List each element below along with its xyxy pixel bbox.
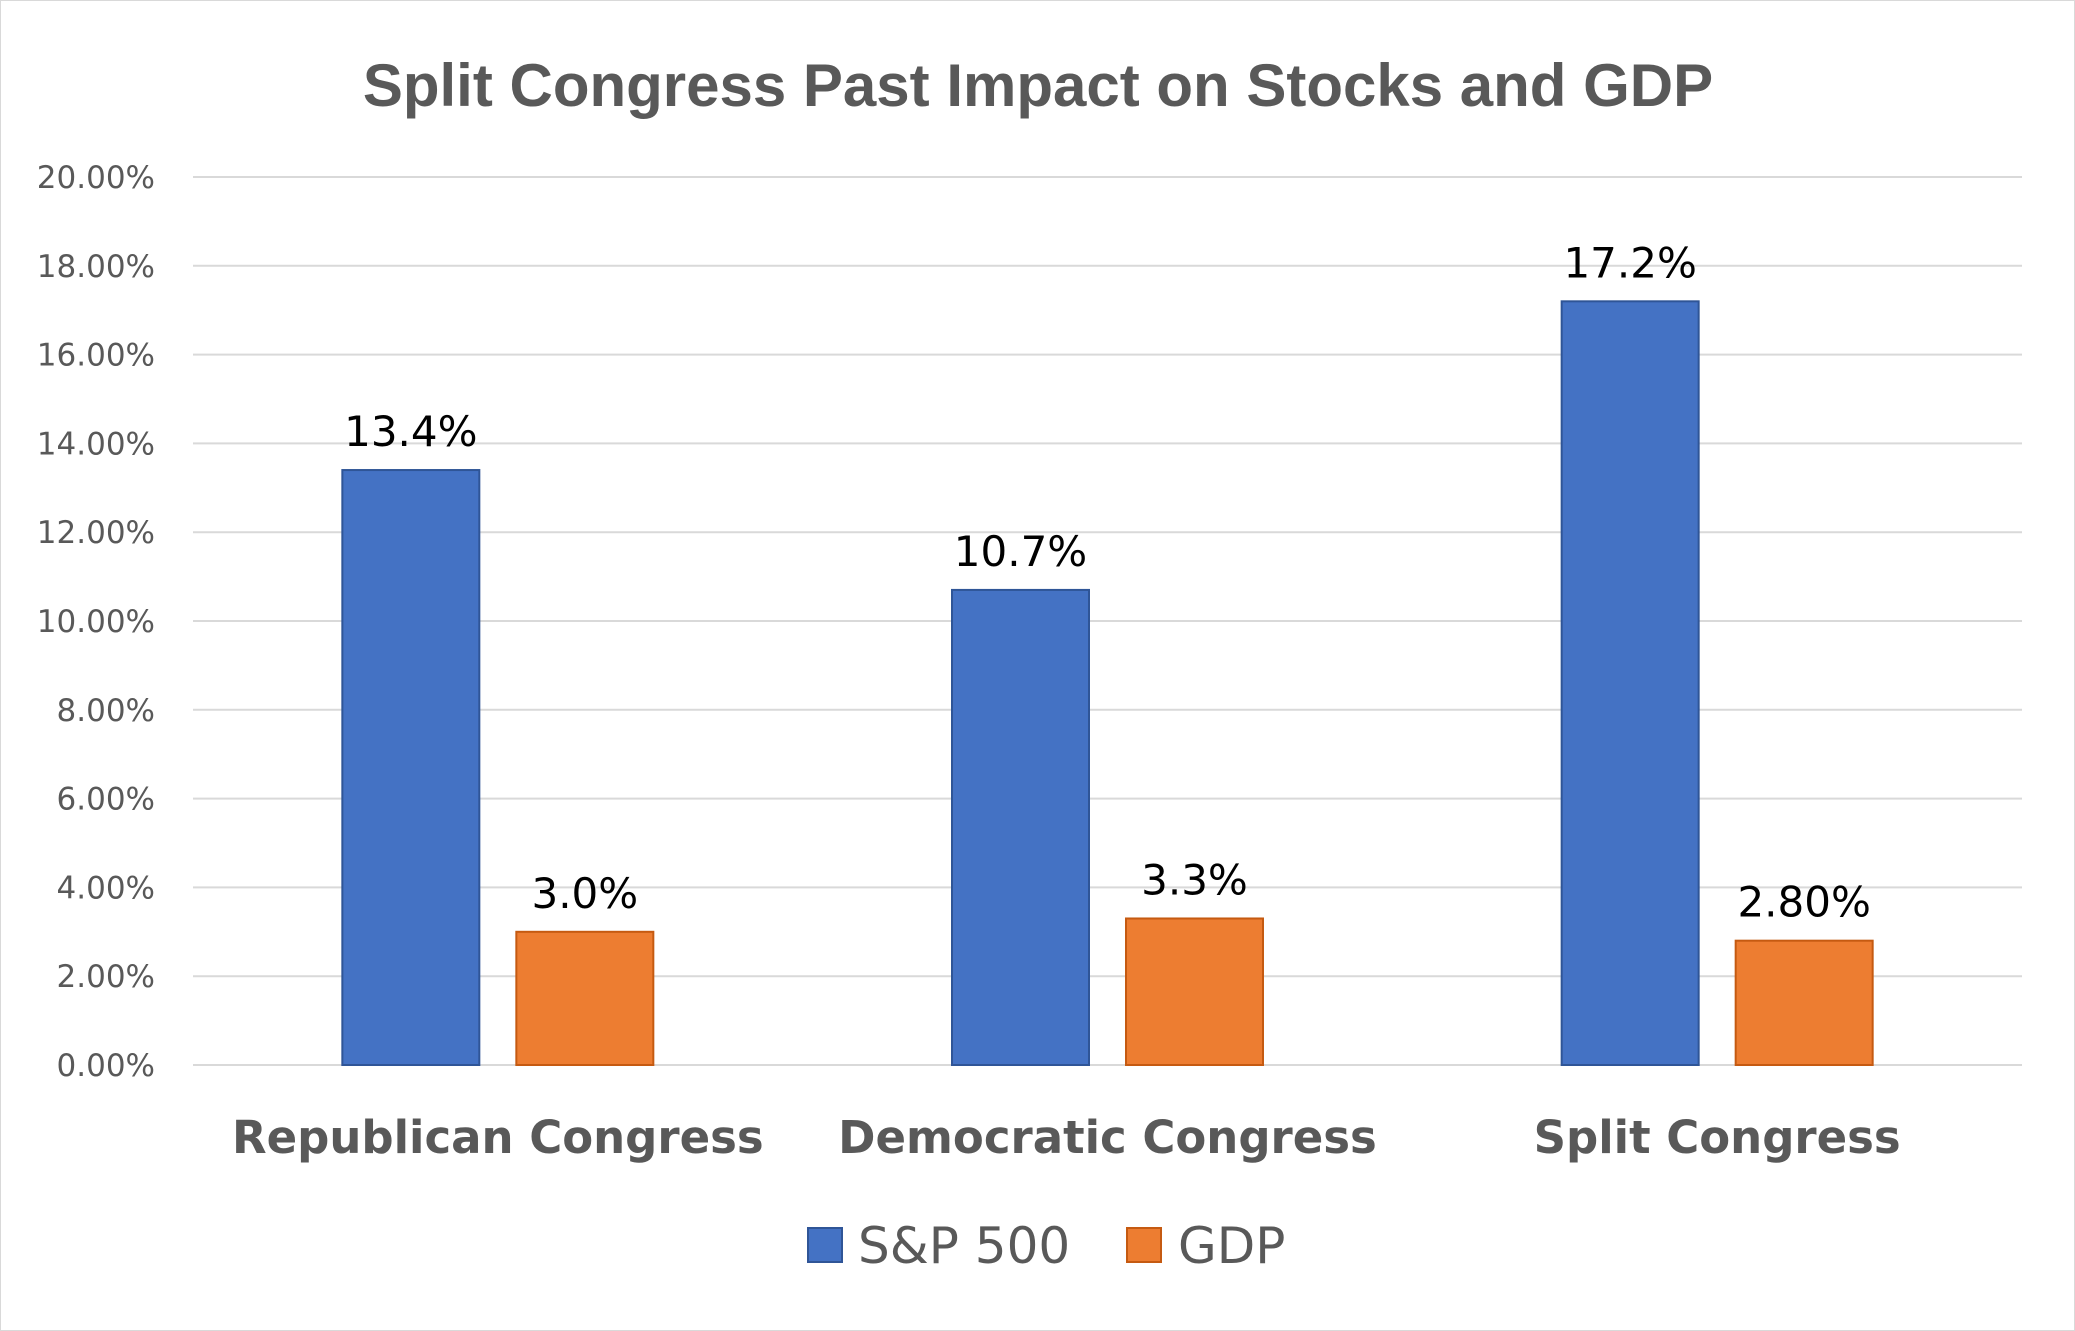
data-label: 3.0%	[531, 869, 638, 918]
grid-lines	[193, 176, 2022, 1066]
data-label: 17.2%	[1563, 238, 1696, 287]
y-tick-label: 6.00%	[57, 782, 155, 818]
y-tick-label: 10.00%	[37, 604, 155, 640]
y-tick-label: 12.00%	[37, 515, 155, 551]
x-axis-categories: Republican Congress Democratic Congress Sp…	[232, 1111, 1901, 1164]
data-label: 3.3%	[1141, 855, 1248, 904]
legend-label: GDP	[1178, 1217, 1285, 1275]
bar-gdp	[1125, 917, 1264, 1066]
y-tick-label: 4.00%	[57, 870, 155, 906]
bar-sp500	[951, 588, 1090, 1066]
bar-sp500	[341, 469, 481, 1067]
y-axis-ticks: 0.00% 2.00% 4.00% 6.00% 8.00% 10.00% 12.00% 14.…	[37, 160, 155, 1084]
legend-swatch-gdp	[1126, 1227, 1162, 1263]
bar-gdp	[1734, 939, 1874, 1066]
legend-label: S&P 500	[858, 1217, 1070, 1275]
y-tick-label: 0.00%	[57, 1048, 155, 1084]
data-labels: 13.4% 3.0% 10.7% 3.3% 17.2% 2.80%	[344, 238, 1871, 926]
data-label: 2.80%	[1737, 878, 1870, 927]
bars	[341, 300, 1874, 1067]
bar-gdp	[515, 930, 655, 1066]
y-tick-label: 8.00%	[57, 693, 155, 729]
y-tick-label: 14.00%	[37, 426, 155, 462]
data-label: 13.4%	[344, 407, 477, 456]
data-label: 10.7%	[954, 527, 1087, 576]
legend: S&P 500 GDP	[807, 1217, 1285, 1275]
category-label: Democratic Congress	[838, 1111, 1377, 1164]
y-tick-label: 18.00%	[37, 249, 155, 285]
y-tick-label: 2.00%	[57, 959, 155, 995]
category-label: Republican Congress	[232, 1111, 764, 1164]
y-tick-label: 20.00%	[37, 160, 155, 196]
y-tick-label: 16.00%	[37, 338, 155, 374]
chart-title: Split Congress Past Impact on Stocks and…	[363, 52, 1713, 119]
bar-sp500	[1560, 300, 1700, 1066]
legend-swatch-sp500	[807, 1227, 843, 1263]
category-label: Split Congress	[1534, 1111, 1901, 1164]
